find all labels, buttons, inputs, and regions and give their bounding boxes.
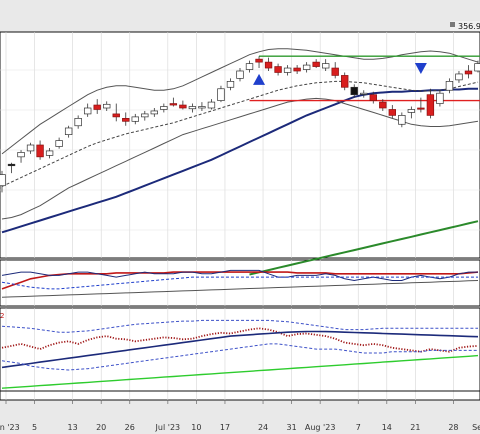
candle [141,113,149,118]
candle [426,94,435,116]
momentum-line [1,276,478,290]
candle [331,67,339,76]
candle [436,92,444,104]
candle [64,127,73,135]
price-panel [0,31,480,259]
candle [341,75,349,88]
ratio-line [1,327,479,353]
candle [312,61,320,67]
last-price-tag: 356.99 [450,21,480,31]
candle [169,103,178,106]
candle [198,106,206,109]
x-tick-label: 10 [191,423,201,432]
candle [179,104,187,109]
x-tick-label: 14 [382,423,392,432]
ratio-line [1,354,479,389]
candle [7,163,16,167]
candle [36,144,44,158]
moving-average-line [1,80,479,187]
candle [274,66,282,73]
candle [369,94,377,101]
candle [245,63,254,70]
ratio-layer [1,319,479,389]
candle [360,92,368,95]
ratio-line [1,343,478,371]
ratio-line [1,330,479,369]
candle [236,70,244,79]
candle [74,118,82,127]
candle [0,174,6,187]
candle [398,115,406,125]
candle [131,116,139,122]
momentum-line [1,271,479,290]
candle [188,106,197,110]
candle [283,67,292,73]
x-tick-label: 24 [258,423,268,432]
x-tick-label: 13 [68,423,78,432]
x-tick-label: 21 [410,423,420,432]
candle [350,86,358,96]
x-tick-label: Aug '23 [305,423,336,432]
candle [103,103,111,109]
x-tick-label: 5 [32,423,37,432]
x-tick-label: 28 [448,423,458,432]
candle [455,73,463,81]
candle [160,106,168,110]
candle [417,107,425,110]
candle [464,70,473,75]
triangle-up-marker [253,73,266,85]
candle [217,88,225,101]
candle [445,81,454,91]
x-axis: Jun '23 5 13 20 26 Jul '23 10 17 24 31 Aug '23 7 14 2… [0,400,480,432]
x-tick-label: 31 [287,423,297,432]
momentum-layer [1,269,479,298]
price-layer [0,48,480,276]
candle [226,81,235,88]
candle [26,144,35,152]
gridlines [0,32,480,400]
candle [45,150,54,156]
candle [255,58,263,63]
x-tick-label: Sep ' [472,423,480,432]
candle [379,101,387,109]
candle [407,109,416,113]
x-tick-label: 17 [220,423,230,432]
candle [122,118,130,122]
candle [388,109,397,116]
moving-average-line [1,87,478,234]
candle [264,61,273,69]
candle [83,107,92,115]
candle [150,110,159,115]
x-tick-label: 20 [96,423,106,432]
x-tick-label: Jun '23 [0,423,20,432]
candle [207,101,216,109]
momentum-line [1,269,478,282]
triangle-down-marker [414,63,427,75]
x-tick-label: 7 [356,423,361,432]
upper-band-line [1,48,479,155]
ratio-left-label: 2 [0,312,4,320]
momentum-line [1,280,479,298]
candle [93,104,101,110]
ratio-panel [0,307,480,401]
price-dot [450,22,455,27]
candle [321,63,330,69]
candle [293,67,301,72]
last-price-label: 356.99 [458,22,480,31]
candle [112,113,120,118]
moving-average-line [249,220,479,276]
candle [17,152,25,158]
candle [474,63,480,72]
x-tick-label: Jul '23 [155,423,181,432]
candle [302,64,311,70]
x-tick-label: 26 [125,423,135,432]
candle [55,140,63,147]
